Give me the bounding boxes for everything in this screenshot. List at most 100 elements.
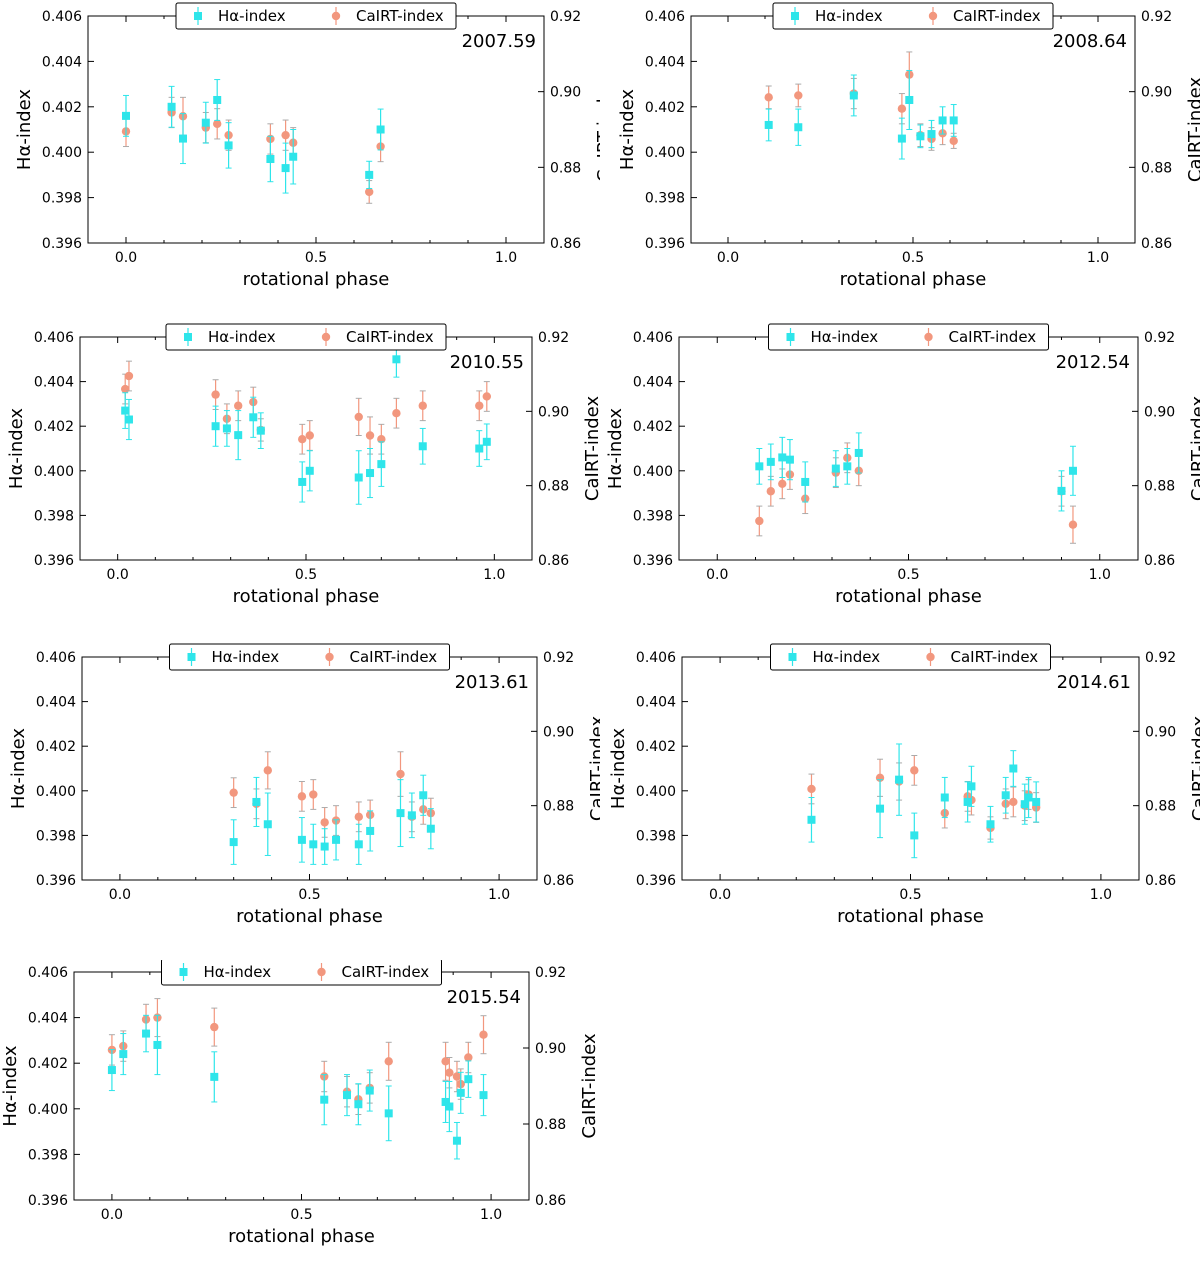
halpha-point	[366, 826, 375, 835]
halpha-point	[464, 1075, 473, 1084]
halpha-point	[452, 1136, 461, 1145]
legend-box	[768, 323, 1049, 351]
x-tick-label: 0.0	[109, 887, 131, 903]
y-left-axis-title: Hα-index	[14, 89, 35, 170]
legend-box	[169, 643, 450, 671]
chart-svg: 0.0 0.5 1.0 0.396 0.398 0.400 0.402 0.404 0.406 0…	[8, 643, 600, 927]
y-left-axis-title: Hα-index	[617, 89, 638, 170]
legend-cairt-label: CaIRT-index	[342, 963, 430, 981]
y-left-tick-label: 0.396	[636, 873, 676, 889]
cairt-point	[464, 1053, 473, 1062]
halpha-point	[211, 422, 220, 431]
y-right-tick-label: 0.88	[538, 479, 569, 495]
halpha-point	[201, 118, 210, 127]
chart-svg: 0.0 0.5 1.0 0.396 0.398 0.400 0.402 0.404 0.406 0…	[608, 643, 1200, 927]
chart-svg: 0.0 0.5 1.0 0.396 0.398 0.400 0.402 0.404 0.406 0…	[0, 960, 600, 1247]
halpha-point	[426, 824, 435, 833]
halpha-point	[475, 444, 484, 453]
legend-halpha-label: Hα-index	[811, 328, 879, 346]
legend-halpha-marker	[791, 12, 799, 20]
y-left-tick-label: 0.406	[645, 9, 685, 25]
y-left-tick-label: 0.402	[645, 100, 685, 116]
y-right-tick-label: 0.92	[550, 9, 581, 25]
y-right-tick-label: 0.88	[535, 1117, 566, 1133]
halpha-point	[778, 453, 787, 462]
legend-box	[770, 643, 1051, 671]
cairt-point	[1009, 797, 1018, 807]
y-right-axis-title: CaIRT-index	[594, 77, 600, 183]
legend-box	[165, 323, 447, 351]
y-right-axis-title: CaIRT-index	[587, 716, 600, 822]
halpha-point	[801, 477, 810, 486]
x-tick-label: 1.0	[1090, 887, 1112, 903]
cairt-point	[479, 1030, 488, 1039]
y-left-tick-label: 0.396	[645, 236, 685, 252]
halpha-point	[107, 1066, 116, 1075]
legend-halpha-marker	[179, 968, 188, 976]
year-label: 2014.61	[1057, 672, 1131, 693]
x-tick-label: 0.0	[107, 567, 129, 583]
legend-halpha-marker	[184, 333, 192, 341]
y-right-tick-label: 0.88	[543, 799, 574, 815]
y-right-axis-title: CaIRT-index	[1189, 716, 1200, 822]
halpha-point	[876, 804, 885, 813]
chart-panel-2012: 0.0 0.5 1.0 0.396 0.398 0.400 0.402 0.404 0.406 0…	[600, 320, 1200, 640]
y-right-tick-label: 0.86	[1144, 553, 1175, 569]
halpha-point	[794, 123, 803, 132]
cairt-point	[949, 136, 958, 146]
halpha-point	[807, 815, 816, 824]
y-left-tick-label: 0.402	[34, 419, 74, 435]
cairt-point	[441, 1057, 450, 1066]
halpha-point	[1024, 793, 1033, 802]
cairt-point	[766, 487, 775, 496]
y-right-tick-label: 0.90	[538, 404, 569, 420]
y-right-tick-label: 0.92	[1141, 9, 1172, 25]
cairt-point	[297, 792, 307, 801]
x-tick-label: 0.5	[899, 887, 921, 903]
halpha-point	[298, 477, 307, 486]
halpha-point	[986, 820, 995, 829]
y-right-tick-label: 0.92	[535, 965, 566, 981]
y-left-tick-label: 0.398	[633, 508, 673, 524]
y-right-tick-label: 0.92	[1145, 650, 1176, 666]
y-right-tick-label: 0.90	[1144, 404, 1175, 420]
cairt-point	[452, 1072, 462, 1081]
legend-cairt-marker	[317, 967, 326, 977]
halpha-point	[354, 473, 363, 482]
halpha-point	[354, 1100, 363, 1109]
year-label: 2007.59	[462, 31, 536, 52]
halpha-point	[905, 95, 914, 104]
cairt-point	[778, 479, 787, 489]
y-left-tick-label: 0.398	[636, 828, 676, 844]
halpha-point	[153, 1040, 162, 1049]
y-left-tick-label: 0.398	[36, 828, 76, 844]
halpha-point	[167, 102, 176, 111]
cairt-point	[305, 431, 314, 440]
y-left-tick-label: 0.406	[28, 965, 68, 981]
halpha-point	[392, 355, 401, 364]
chart-panel-2014: 0.0 0.5 1.0 0.396 0.398 0.400 0.402 0.404 0.406 0…	[600, 640, 1200, 960]
y-right-tick-label: 0.90	[1141, 85, 1172, 101]
halpha-point	[441, 1097, 450, 1106]
y-left-tick-label: 0.400	[34, 464, 74, 480]
y-left-tick-label: 0.406	[36, 650, 76, 666]
y-left-tick-label: 0.404	[42, 54, 82, 70]
halpha-point	[843, 462, 852, 471]
cairt-point	[365, 187, 374, 197]
cairt-point	[320, 818, 329, 827]
y-left-tick-label: 0.404	[36, 695, 76, 711]
halpha-point	[256, 426, 265, 435]
y-right-tick-label: 0.92	[543, 650, 574, 666]
x-tick-label: 0.5	[902, 250, 924, 266]
y-left-axis-title: Hα-index	[608, 728, 629, 809]
legend-halpha-label: Hα-index	[815, 7, 883, 25]
halpha-point	[266, 155, 275, 164]
halpha-point	[938, 116, 947, 125]
halpha-point	[320, 1095, 329, 1104]
halpha-point	[297, 835, 306, 844]
y-left-tick-label: 0.400	[633, 464, 673, 480]
chart-svg: 0.0 0.5 1.0 0.396 0.398 0.400 0.402 0.404 0.406 0…	[14, 2, 600, 290]
halpha-point	[252, 797, 261, 806]
legend-halpha-label: Hα-index	[218, 7, 286, 25]
x-axis-title: rotational phase	[837, 906, 984, 927]
